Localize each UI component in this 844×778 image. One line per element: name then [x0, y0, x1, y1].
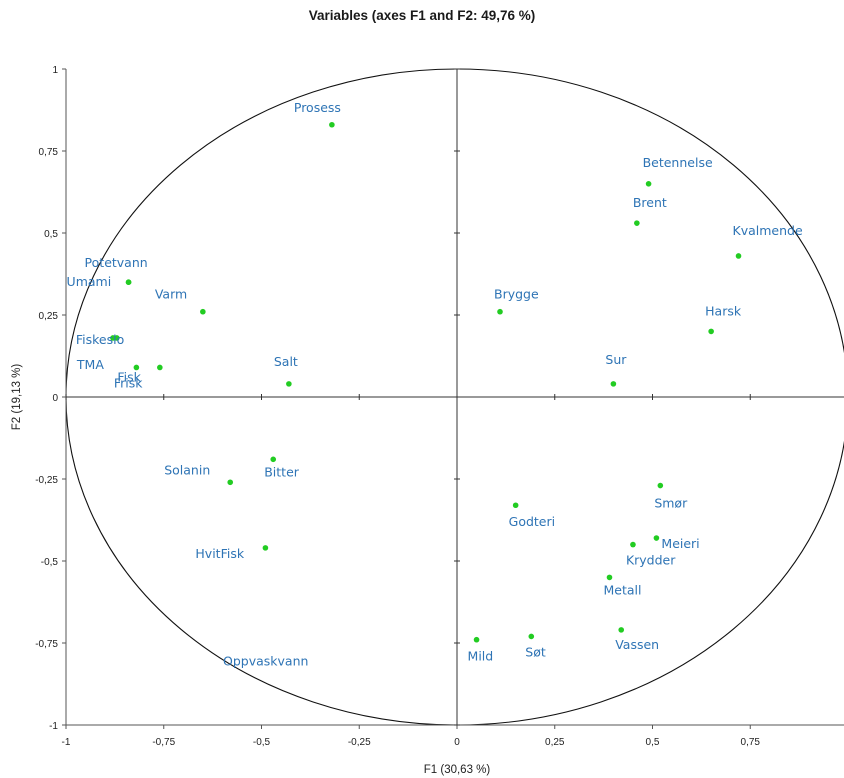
data-point — [645, 181, 652, 187]
data-point — [497, 308, 503, 315]
data-point — [657, 482, 664, 489]
x-axis-title: F1 (30,63 %) — [424, 764, 491, 776]
data-point — [157, 364, 163, 371]
point-label: Søt — [525, 644, 546, 659]
data-point — [618, 627, 625, 633]
point-label: Sur — [605, 352, 627, 367]
point-label: Meieri — [661, 536, 699, 551]
point-label: Umami — [67, 274, 112, 289]
data-point — [735, 253, 742, 259]
y-tick-label: 0,75 — [39, 147, 59, 158]
data-point — [473, 636, 480, 643]
data-point — [630, 541, 636, 548]
y-tick-label: -0,25 — [35, 475, 58, 486]
data-point — [270, 456, 277, 463]
x-tick-label: -0,5 — [253, 737, 271, 748]
point-label: Brygge — [494, 287, 539, 302]
point-label: Betennelse — [643, 155, 713, 170]
point-label: Prosess — [294, 100, 341, 115]
x-tick-label: 0 — [454, 737, 460, 748]
data-point — [606, 574, 613, 581]
point-label: TMA — [76, 357, 104, 372]
data-point — [262, 545, 269, 551]
point-label: Oppvaskvann — [223, 653, 308, 668]
y-tick-label: 0,5 — [44, 229, 58, 240]
data-point — [114, 335, 120, 341]
data-point — [200, 308, 206, 315]
data-point — [125, 279, 132, 286]
data-point — [653, 535, 660, 541]
points-layer — [110, 121, 742, 643]
point-label: HvitFisk — [195, 546, 244, 561]
point-label: Vassen — [615, 637, 659, 652]
chart-title: Variables (axes F1 and F2: 49,76 %) — [308, 8, 536, 23]
point-label: Varm — [155, 287, 187, 302]
data-point — [610, 381, 617, 387]
point-label: Harsk — [705, 303, 742, 318]
y-axis-title: F2 (19,13 %) — [11, 364, 23, 431]
y-tick-label: -0,5 — [41, 557, 59, 568]
data-point — [708, 328, 714, 335]
y-tick-label: 0,25 — [39, 311, 59, 322]
data-point — [227, 479, 234, 486]
data-point — [329, 121, 335, 128]
point-label: Potetvann — [85, 255, 148, 270]
data-point — [528, 633, 535, 640]
axes-layer: -1 -0,75 -0,5 -0,25 0 0,25 0,5 0,75 1 0,75 0,5 0,25… — [35, 65, 844, 748]
point-label: Fisk — [117, 369, 141, 384]
point-label: Solanin — [164, 462, 210, 477]
y-tick-label: -0,75 — [35, 639, 58, 650]
point-label: Bitter — [264, 464, 300, 479]
point-label: Brent — [633, 195, 667, 210]
point-label: Salt — [274, 354, 298, 369]
point-label: Mild — [468, 649, 494, 664]
point-label: Metall — [603, 582, 641, 597]
point-label: Fiskeslo — [76, 332, 124, 347]
data-point — [133, 364, 140, 371]
x-tick-label: 0,25 — [545, 737, 565, 748]
data-point — [110, 335, 116, 341]
x-tick-label: -0,75 — [152, 737, 175, 748]
data-point — [286, 381, 292, 387]
x-tick-label: -1 — [62, 737, 71, 748]
point-label: Godteri — [509, 514, 555, 529]
labels-layer: Prosess Betennelse Brent Kvalmende Harsk Bryg… — [67, 100, 803, 669]
x-tick-label: 0,75 — [741, 737, 761, 748]
x-tick-label: -0,25 — [348, 737, 371, 748]
y-tick-label: 0 — [52, 393, 58, 404]
point-label: Smør — [654, 496, 688, 511]
point-label: Frisk — [114, 375, 143, 390]
y-tick-label: 1 — [52, 65, 58, 76]
point-label: Krydder — [626, 553, 676, 568]
point-label: Kvalmende — [733, 223, 803, 238]
x-tick-label: 0,5 — [646, 737, 660, 748]
data-point — [512, 502, 519, 509]
y-tick-label: -1 — [49, 721, 58, 732]
data-point — [634, 220, 640, 226]
